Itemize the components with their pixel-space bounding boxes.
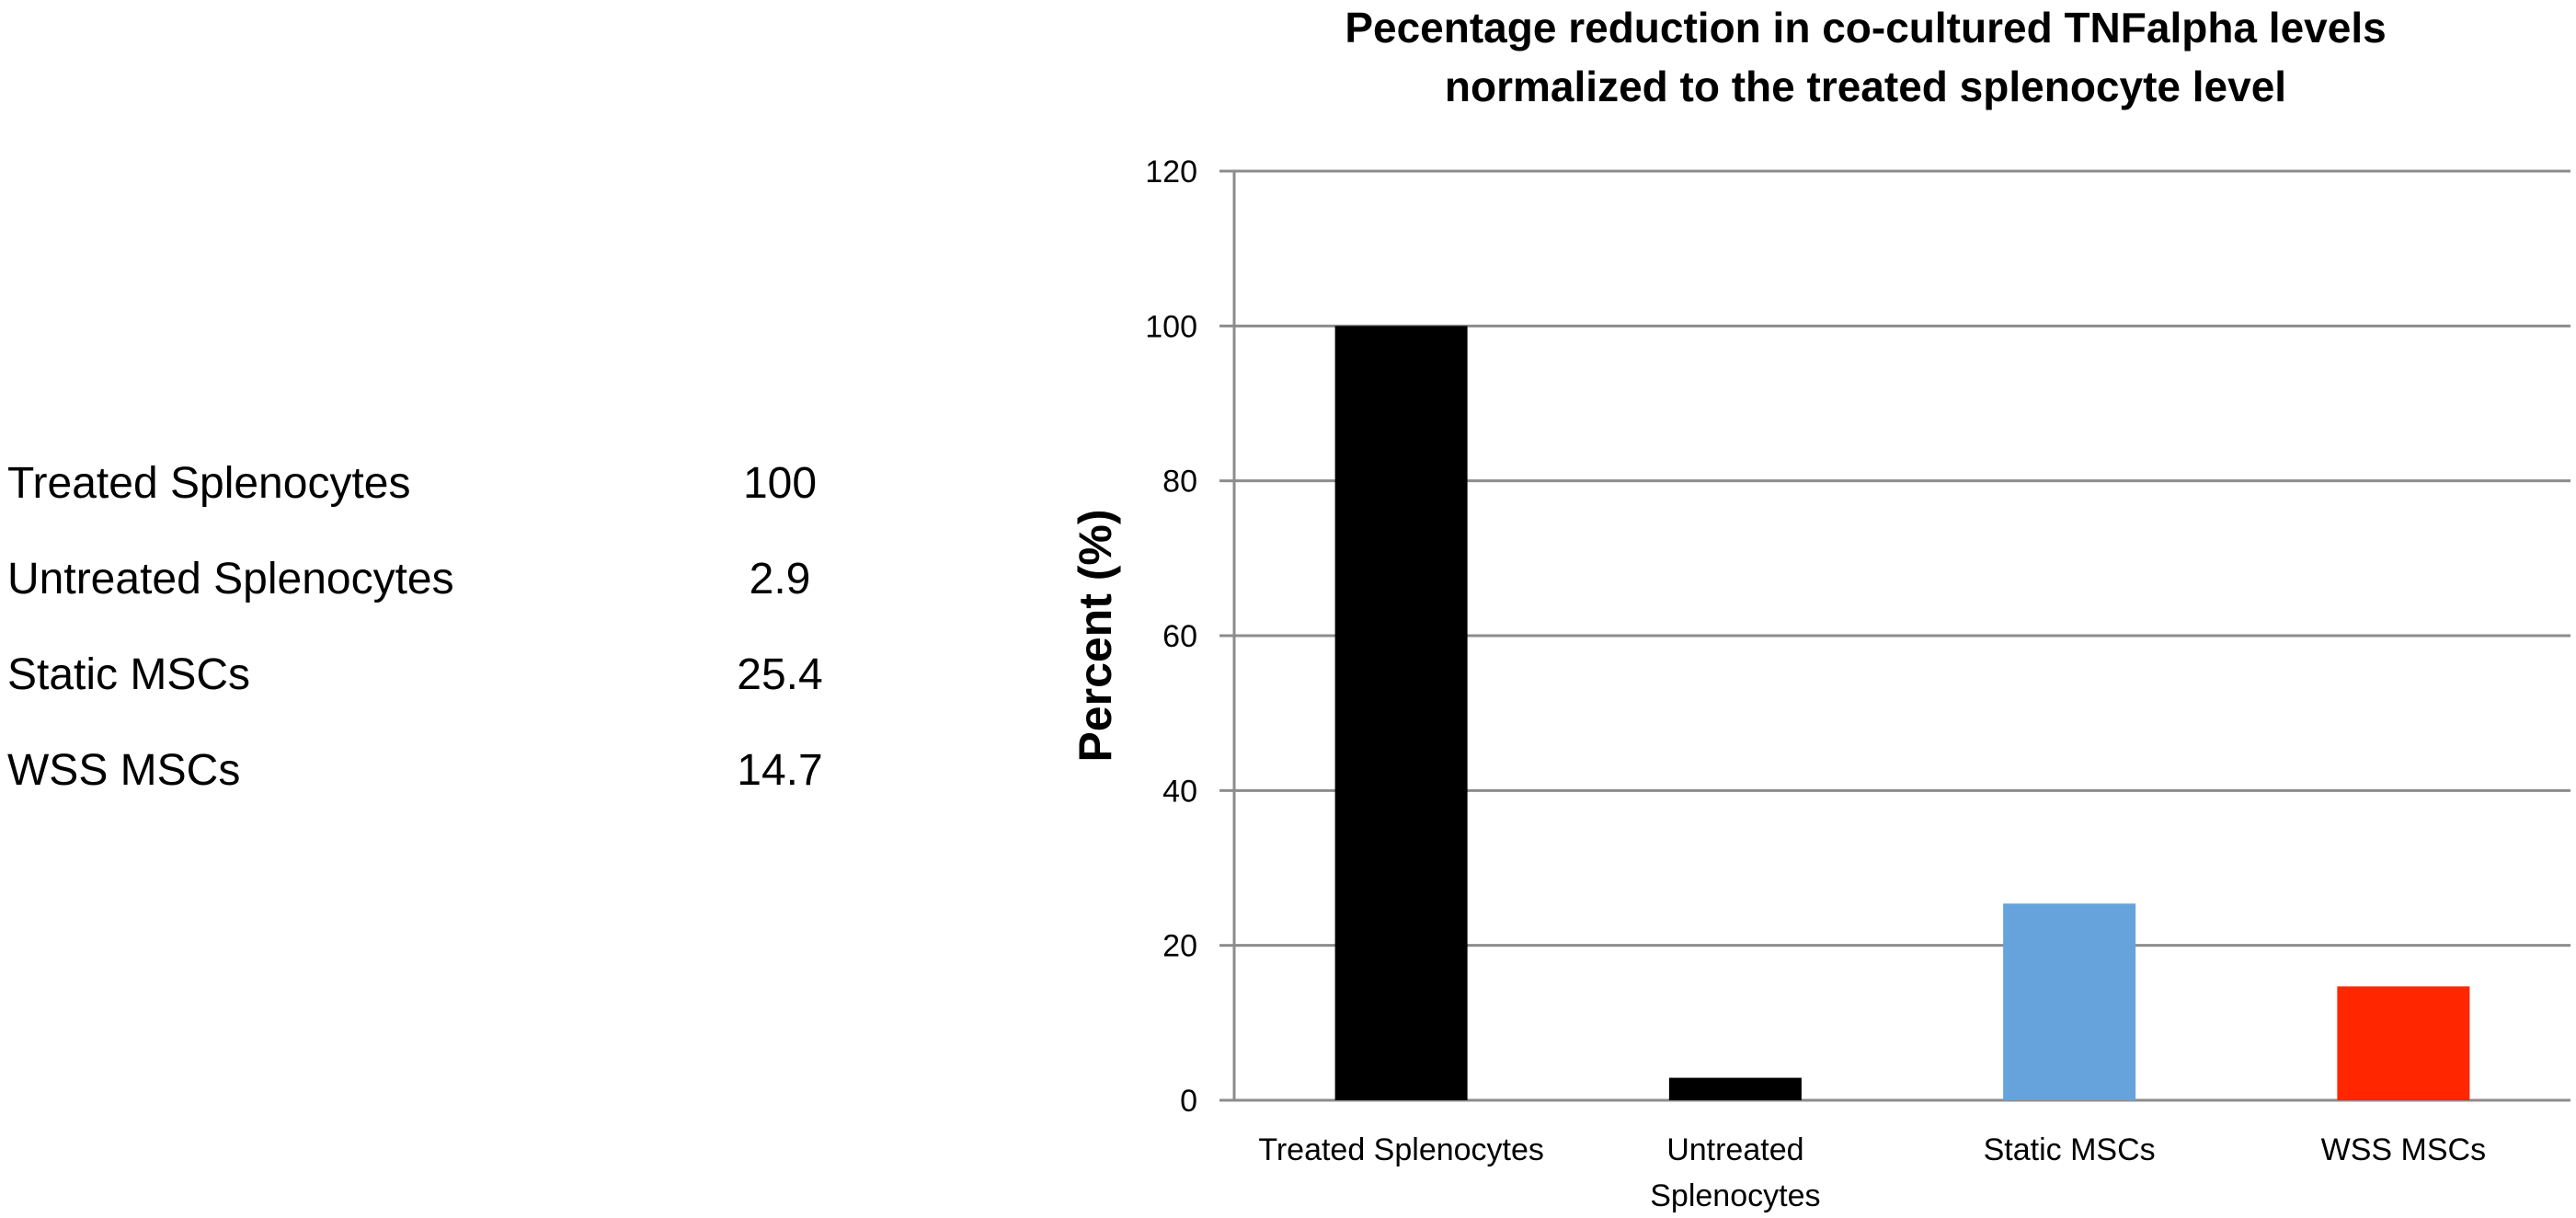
bar — [1668, 1077, 1802, 1100]
row-value: 25.4 — [737, 650, 823, 699]
y-tick-label: 120 — [1145, 155, 1197, 190]
y-tick-label: 0 — [1180, 1084, 1197, 1119]
row-value: 14.7 — [737, 746, 823, 795]
row-value: 2.9 — [749, 555, 811, 603]
y-tick-label: 40 — [1162, 774, 1197, 809]
bar — [2003, 903, 2136, 1100]
table-row: Static MSCs 25.4 — [7, 642, 835, 738]
x-tick-label: WSS MSCs — [2321, 1132, 2486, 1167]
chart-bars — [1334, 326, 2470, 1100]
x-tick-labels: Treated Splenocytes Untreated Splenocytes S… — [1258, 1132, 2486, 1213]
y-axis-label: Percent (%) — [1070, 509, 1121, 762]
bar — [2337, 986, 2470, 1100]
row-value: 100 — [742, 459, 818, 508]
bar — [1334, 326, 1468, 1100]
y-tick-label: 60 — [1162, 619, 1197, 654]
x-tick-label: Static MSCs — [1984, 1132, 2156, 1167]
y-tick-label: 20 — [1162, 929, 1197, 964]
x-tick-label: Untreated — [1666, 1132, 1803, 1167]
row-label: WSS MSCs — [7, 746, 241, 795]
chart-title-line: normalized to the treated splenocyte lev… — [1445, 63, 2286, 110]
row-label: Untreated Splenocytes — [7, 555, 454, 603]
y-tick-label: 80 — [1162, 465, 1197, 500]
x-tick-label: Splenocytes — [1650, 1178, 1820, 1213]
chart-title-line: Pecentage reduction in co-cultured TNFal… — [1345, 4, 2386, 52]
row-label: Treated Splenocytes — [7, 459, 411, 508]
table-row: Treated Splenocytes 100 — [7, 451, 835, 546]
data-table: Treated Splenocytes 100 Untreated Spleno… — [7, 451, 835, 833]
chart-title: Pecentage reduction in co-cultured TNFal… — [1345, 4, 2386, 110]
table-row: WSS MSCs 14.7 — [7, 738, 835, 833]
row-label: Static MSCs — [7, 650, 251, 699]
y-axis-label-group: Percent (%) — [1070, 509, 1121, 762]
table-row: Untreated Splenocytes 2.9 — [7, 546, 835, 642]
y-tick-labels: 0 20 40 60 80 100 120 — [1145, 155, 1197, 1119]
y-tick-label: 100 — [1145, 309, 1197, 344]
x-tick-label: Treated Splenocytes — [1258, 1132, 1544, 1167]
